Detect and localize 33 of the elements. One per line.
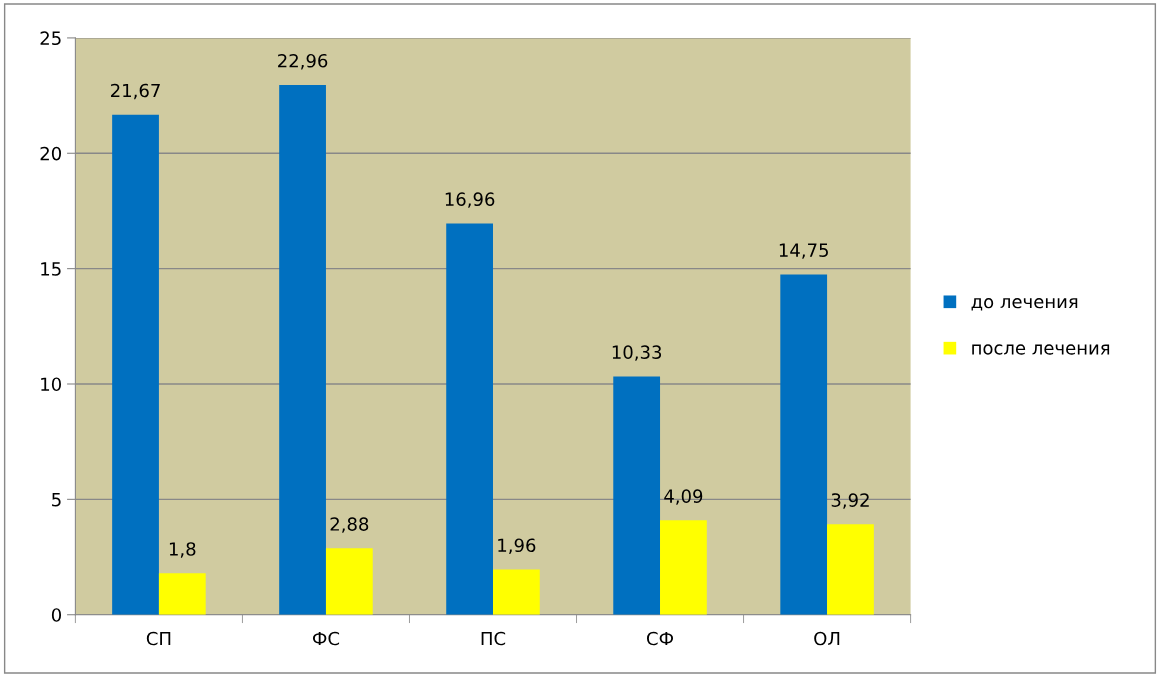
- y-tick-label: 0: [51, 608, 62, 622]
- data-label: 1,8: [169, 542, 196, 558]
- data-label: 2,88: [330, 517, 369, 533]
- data-label: 21,67: [111, 83, 160, 100]
- data-label: 1,96: [498, 538, 536, 554]
- x-tick-label: ОЛ: [814, 631, 840, 646]
- legend-label: до лечения: [971, 298, 1078, 311]
- data-label: 3,92: [831, 493, 869, 509]
- bar: [827, 524, 874, 615]
- x-tick-label: СП: [146, 631, 171, 646]
- bar: [446, 223, 493, 615]
- bar: [660, 520, 707, 615]
- bar: [279, 84, 326, 615]
- bar: [325, 548, 373, 615]
- data-label: 14,75: [779, 243, 828, 259]
- y-tick-label: 10: [41, 377, 62, 392]
- bar: [112, 114, 159, 615]
- bar: [613, 376, 661, 615]
- data-label: 10,33: [612, 345, 662, 361]
- y-tick-label: 15: [41, 262, 61, 276]
- x-tick-label: СФ: [646, 631, 674, 646]
- y-tick-label: 20: [40, 146, 62, 161]
- data-label: 16,96: [445, 192, 495, 208]
- x-tick-label: ПС: [481, 631, 506, 646]
- legend-label: после лечения: [972, 344, 1110, 355]
- bar: [158, 573, 206, 615]
- x-tick-label: ФС: [312, 631, 340, 646]
- data-label: 22,96: [278, 53, 328, 70]
- bar: [780, 274, 828, 615]
- bar: [493, 569, 540, 615]
- data-label: 4,09: [664, 489, 703, 505]
- y-tick-label: 25: [40, 31, 61, 46]
- y-tick-label: 5: [52, 493, 61, 507]
